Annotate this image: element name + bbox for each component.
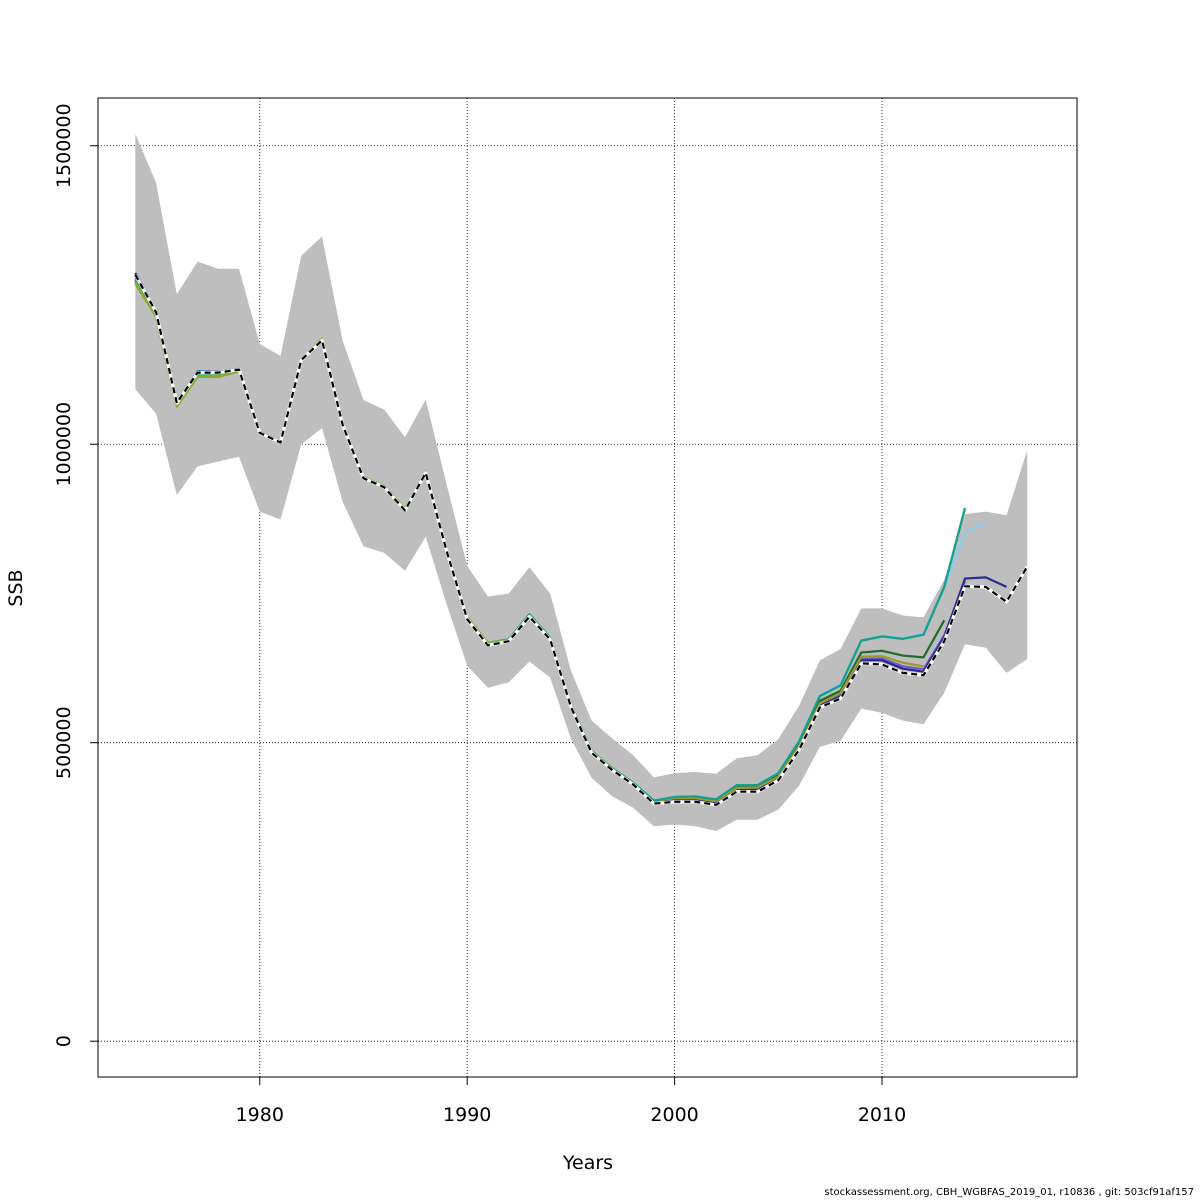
y-tick-label: 500000 <box>53 706 75 779</box>
grid-lines <box>98 98 1077 1077</box>
plot-frame <box>97 97 1078 1078</box>
y-axis-label: SSB <box>5 569 27 606</box>
footer-credit: stockassessment.org, CBH_WGBFAS_2019_01,… <box>824 1187 1194 1198</box>
y-tick-label: 0 <box>53 1035 75 1047</box>
x-axis: 1980 1990 2000 2010 <box>236 1077 906 1126</box>
x-axis-label: Years <box>562 1152 613 1174</box>
y-tick-label: 1000000 <box>53 402 75 487</box>
y-axis: 0 500000 1000000 1500000 <box>53 103 98 1047</box>
series-lines <box>133 272 1029 807</box>
x-tick-label: 1990 <box>443 1104 491 1126</box>
x-tick-label: 2000 <box>650 1104 698 1126</box>
x-tick-label: 2010 <box>858 1104 906 1126</box>
series-line-dashed <box>134 274 1029 806</box>
x-tick-label: 1980 <box>236 1104 284 1126</box>
y-tick-label: 1500000 <box>53 103 75 188</box>
